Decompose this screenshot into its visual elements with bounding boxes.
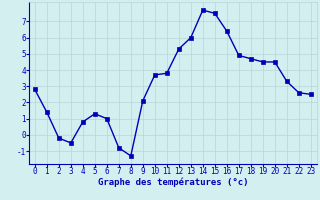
X-axis label: Graphe des températures (°c): Graphe des températures (°c) [98, 177, 248, 187]
